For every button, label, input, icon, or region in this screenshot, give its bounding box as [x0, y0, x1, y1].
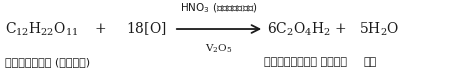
- Text: $\mathregular{5H_2O}$: $\mathregular{5H_2O}$: [359, 20, 399, 38]
- Text: +: +: [95, 22, 106, 36]
- Text: $\mathregular{V_2O_5}$: $\mathregular{V_2O_5}$: [205, 42, 233, 55]
- Text: +: +: [334, 22, 346, 36]
- Text: ऑक्सैलिक अम्ल: ऑक्सैलिक अम्ल: [264, 57, 347, 67]
- Text: $\mathregular{HNO_3}$ (सान्द्र): $\mathregular{HNO_3}$ (सान्द्र): [180, 1, 258, 15]
- Text: जल: जल: [364, 57, 377, 67]
- Text: $\mathregular{6C_2O_4H_2}$: $\mathregular{6C_2O_4H_2}$: [268, 20, 331, 38]
- Text: $\mathregular{C_{12}H_{22}O_{11}}$: $\mathregular{C_{12}H_{22}O_{11}}$: [5, 20, 79, 38]
- Text: सुक्रोस (चीनी): सुक्रोस (चीनी): [5, 57, 90, 67]
- Text: $\mathregular{18[O]}$: $\mathregular{18[O]}$: [127, 21, 167, 37]
